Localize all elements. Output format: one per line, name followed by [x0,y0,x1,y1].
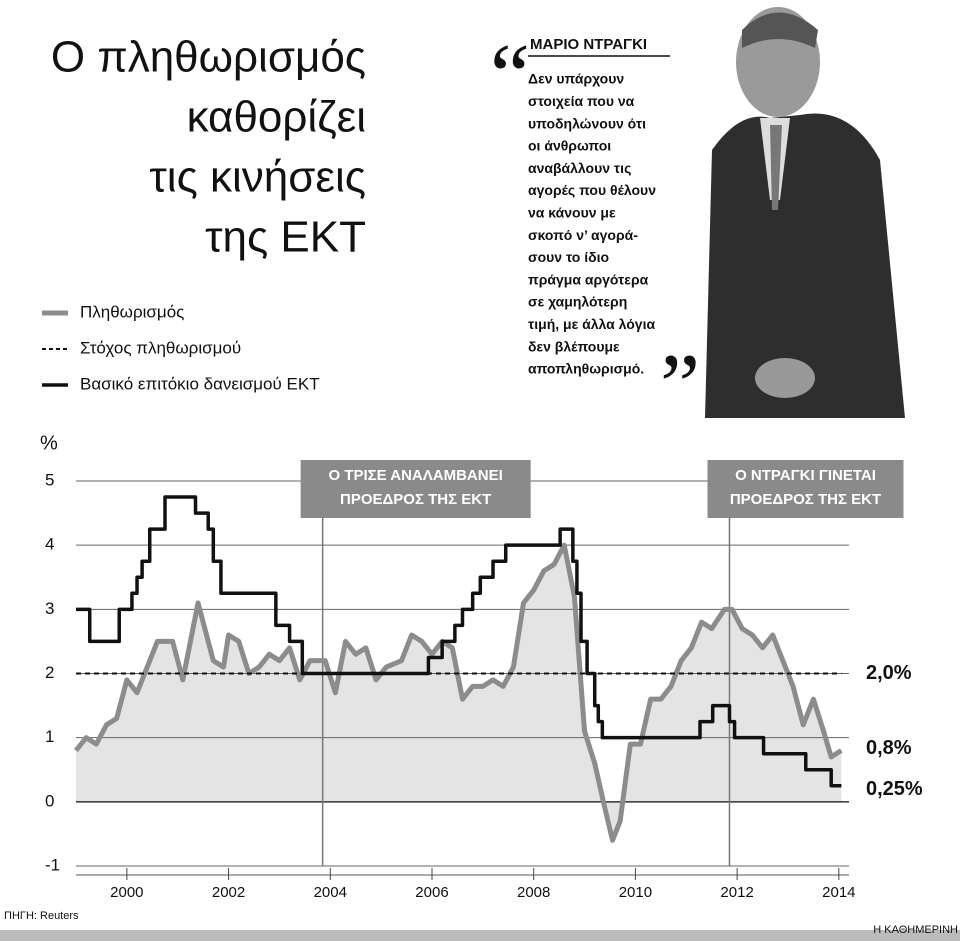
y-tick-label: 3 [45,599,54,618]
annotation-text: ΠΡΟΕΔΡΟΣ ΤΗΣ ΕΚΤ [340,491,491,508]
x-tick-label: 2002 [212,884,245,901]
x-tick-label: 2010 [619,884,652,901]
title-line: Ο πληθωρισμός [51,33,366,82]
series-line [76,495,842,788]
legend-label: Στόχος πληθωρισμού [80,338,241,357]
annotation-text: Ο ΝΤΡΑΓΚΙ ΓΙΝΕΤΑΙ [735,467,876,484]
quote-line: υποδηλώνουν ότι [528,115,646,131]
y-tick-label: 4 [45,535,54,554]
x-tick-label: 2012 [720,884,753,901]
y-tick-label: 5 [45,470,54,489]
footer-bar [0,930,960,941]
x-tick-label: 2004 [314,884,347,901]
x-tick-label: 2014 [822,884,855,901]
x-tick-label: 2000 [110,884,143,901]
quote-line: οι άνθρωποι [528,138,611,154]
y-tick-label: 0 [45,791,54,810]
quote-text: Δεν υπάρχουν στοιχεία που να υποδηλώνουν ό… [528,71,656,377]
title-line: τις κινήσεις [149,153,366,202]
annotation-box [707,460,904,518]
quote-line: σκοπό ν’ αγορά- [528,227,638,243]
y-tick-label: 2 [45,663,54,682]
quote-mark: “ [490,27,530,126]
x-tick-label: 2006 [415,884,448,901]
title-line: καθορίζει [187,93,366,142]
annotation-text: Ο ΤΡΙΣΕ ΑΝΑΛΑΜΒΑΝΕΙ [328,467,502,484]
legend: Πληθωρισμός Στόχος πληθωρισμού Βασικό επιτ… [42,302,320,393]
quote-line: Δεν υπάρχουν [528,71,624,87]
publisher: Η ΚΑΘΗΜΕΡΙΝΗ [873,924,958,936]
quote-mark: ” [660,337,700,436]
quote-line: πράγμα αργότερα [528,271,649,287]
quote-line: σουν το ίδιο [528,249,609,265]
y-tick-label: 1 [45,727,54,746]
legend-label: Πληθωρισμός [80,302,184,321]
quote-line: δεν βλέπουμε [528,338,620,354]
series-line [74,542,843,843]
quote-line: στοιχεία που να [528,93,635,109]
annotation-box [300,460,531,518]
legend-label: Βασικό επιτόκιο δανεισμού ΕΚΤ [80,374,320,393]
y-axis-label: % [40,432,58,454]
quote-line: τιμή, με άλλα λόγια [528,316,655,332]
annotation-text: ΠΡΟΕΔΡΟΣ ΤΗΣ ΕΚΤ [730,491,881,508]
quote-line: να κάνουν με [528,205,616,221]
quote-line: σε χαμηλότερη [528,294,627,310]
photo [700,0,910,420]
quote-line: αγορές που θέλουν [528,182,656,198]
title-line: της ΕΚΤ [205,213,366,262]
x-tick-label: 2008 [517,884,550,901]
quote-line: αναβάλλουν τις [528,160,631,176]
end-label: 0,8% [866,737,912,759]
end-label: 2,0% [866,662,912,684]
y-tick-label: -1 [45,855,60,874]
title: Ο πληθωρισμός καθορίζει τις κινήσεις της ΕΚ… [51,33,366,262]
plot: -1 0 1 2 3 4 5% 2000 2002 2004 2006 2008 2010 2012 201… [40,432,923,901]
source: ΠΗΓΗ: Reuters [4,910,79,922]
quote-line: αποπληθωρισμό. [528,361,644,377]
quote-author: ΜΑΡΙΟ ΝΤΡΑΓΚΙ [530,36,647,53]
end-label: 0,25% [866,778,923,800]
